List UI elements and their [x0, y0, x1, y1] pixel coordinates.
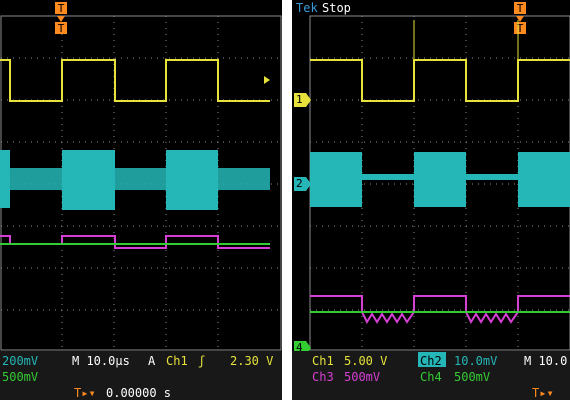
- ch2-label-highlight: [418, 352, 446, 367]
- ch3-trace: [310, 295, 570, 325]
- scope-plot-right: T T: [292, 2, 570, 400]
- ch4-scale-readout: 500mV: [454, 370, 491, 384]
- readout-panel: [0, 351, 282, 400]
- ch4-marker-label: 4: [296, 341, 303, 354]
- trigger-position-icon: T▸▾: [74, 386, 96, 400]
- trigger-source-readout: Ch1: [166, 354, 188, 368]
- ch2-scale-readout: 200mV: [2, 354, 39, 368]
- trigger-position-icon: T▸▾: [532, 386, 554, 400]
- timebase-readout: M 10.0µs: [72, 354, 130, 368]
- ch1-scale-readout: 5.00 V: [344, 354, 388, 368]
- ch4-label: Ch4: [420, 370, 442, 384]
- svg-text:T: T: [517, 22, 524, 35]
- trigger-position-readout: 0.00000 s: [106, 386, 172, 400]
- timebase-readout: M 10.0: [524, 354, 568, 368]
- ch2-marker-label: 2: [296, 177, 303, 190]
- trigger-level-readout: 2.30 V: [230, 354, 274, 368]
- scope-plot-left: T T: [0, 2, 282, 400]
- svg-text:T: T: [58, 22, 65, 35]
- trigger-position-marker: T T: [514, 2, 526, 35]
- svg-text:T: T: [517, 2, 524, 15]
- ch1-marker-label: 1: [296, 93, 303, 106]
- ch1-trace: [0, 59, 270, 102]
- ch3-trace: [0, 235, 270, 249]
- ch4-scale-readout: 500mV: [2, 370, 39, 384]
- ch2-scale-readout: 10.0mV: [454, 354, 498, 368]
- ch2-label: Ch2: [420, 354, 442, 368]
- trigger-mode-readout: A: [148, 354, 156, 368]
- svg-text:T: T: [58, 2, 65, 15]
- ch1-label: Ch1: [312, 354, 334, 368]
- ch2-ground-marker: [294, 177, 311, 191]
- ch2-trace: [310, 152, 570, 207]
- trigger-position-marker: T T: [55, 2, 67, 35]
- trigger-slope-icon: ʃ: [198, 354, 206, 368]
- screenshot-divider: [282, 0, 292, 400]
- ch2-trace: [0, 150, 270, 210]
- brand-logo: Tek: [296, 1, 318, 15]
- acquisition-state: Stop: [322, 1, 351, 15]
- ch1-ground-marker: [294, 93, 311, 107]
- ch3-label: Ch3: [312, 370, 334, 384]
- ch3-scale-readout: 500mV: [344, 370, 381, 384]
- scope-screen-right: T T: [292, 0, 570, 400]
- ch1-trace: [310, 59, 570, 102]
- scope-screen-left: T T 200mV M 10.0µs A Ch1 ʃ 2.30 V 500mV …: [0, 0, 282, 400]
- trigger-level-arrow: [264, 76, 270, 84]
